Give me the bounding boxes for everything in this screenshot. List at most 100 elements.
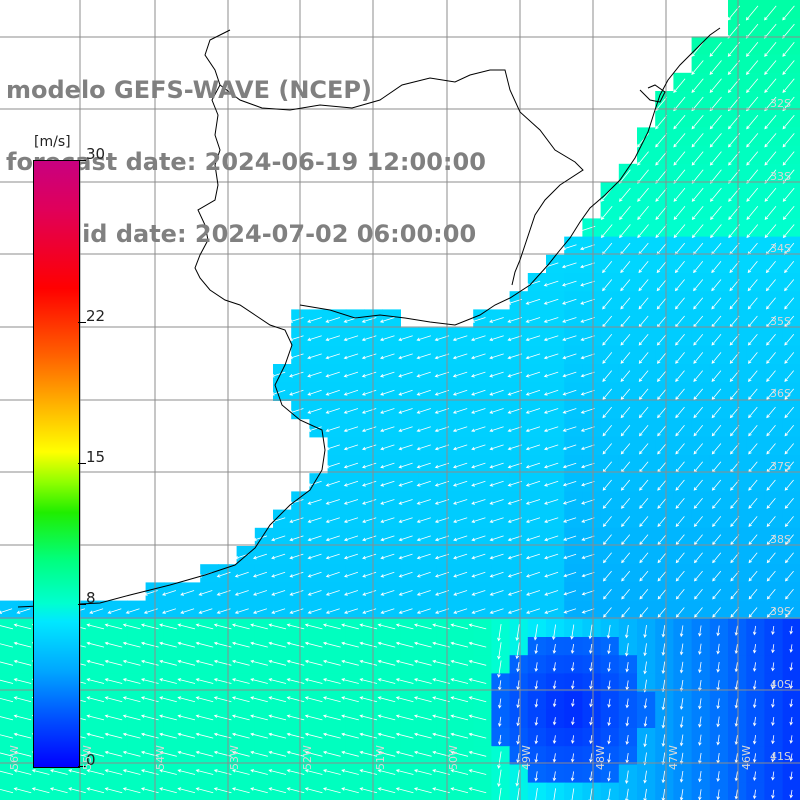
- wind-arrow: [304, 769, 323, 775]
- wind-arrow: [470, 317, 486, 323]
- latitude-label: 38S: [770, 532, 791, 546]
- wind-arrow: [764, 42, 777, 57]
- wind-arrow: [213, 769, 232, 775]
- wind-cell: [709, 127, 729, 147]
- wind-arrow: [589, 735, 593, 745]
- wind-arrow: [286, 787, 305, 794]
- wind-arrow: [637, 187, 649, 202]
- wind-arrow: [361, 353, 377, 360]
- wind-arrow: [638, 297, 649, 310]
- wind-arrow: [619, 224, 631, 239]
- wind-arrow: [289, 389, 304, 396]
- wind-arrow: [413, 714, 432, 721]
- wind-arrow: [516, 680, 520, 691]
- wind-arrow: [771, 644, 775, 654]
- wind-arrow: [620, 425, 631, 437]
- wind-arrow: [31, 769, 50, 775]
- wind-arrow: [122, 714, 141, 721]
- wind-arrow: [625, 716, 630, 727]
- wind-arrow: [746, 206, 759, 221]
- wind-cell: [691, 273, 711, 292]
- colorbar-tick-label: 22: [86, 306, 106, 325]
- wind-arrow: [602, 279, 613, 292]
- wind-arrow: [639, 479, 649, 491]
- wind-arrow: [104, 623, 123, 630]
- wind-arrow: [552, 735, 557, 745]
- wind-arrow: [516, 716, 520, 727]
- wind-arrow: [602, 261, 613, 274]
- wind-cell: [782, 782, 800, 800]
- wind-arrow: [489, 535, 504, 542]
- wind-arrow: [544, 517, 559, 523]
- wind-arrow: [268, 787, 287, 794]
- wind-arrow: [498, 716, 502, 727]
- wind-arrow: [607, 771, 611, 782]
- wind-arrow: [698, 643, 702, 655]
- wind-arrow: [589, 698, 593, 708]
- wind-arrow: [765, 279, 776, 292]
- coastline: [17, 29, 326, 608]
- wind-arrow: [140, 787, 159, 794]
- wind-arrow: [752, 753, 757, 763]
- wind-arrow: [734, 734, 739, 746]
- wind-arrow: [748, 516, 758, 528]
- wind-cell: [618, 163, 638, 183]
- wind-cell: [728, 254, 747, 274]
- wind-arrow: [398, 499, 413, 505]
- wind-arrow: [694, 607, 703, 618]
- wind-arrow: [104, 696, 123, 703]
- wind-arrow: [570, 624, 575, 640]
- wind-arrow: [195, 732, 214, 739]
- longitude-label: 55W: [81, 745, 95, 770]
- wind-arrow: [86, 787, 105, 794]
- wind-arrow: [322, 659, 341, 666]
- wind-arrow: [380, 571, 395, 578]
- wind-arrow: [362, 535, 377, 542]
- wind-arrow: [551, 624, 556, 641]
- wind-arrow: [525, 426, 541, 432]
- wind-arrow: [250, 678, 268, 684]
- wind-arrow: [581, 517, 595, 523]
- wind-arrow: [711, 406, 722, 419]
- wind-arrow: [325, 571, 340, 578]
- wind-arrow: [13, 732, 32, 739]
- wind-cell: [582, 600, 602, 620]
- wind-arrow: [307, 353, 322, 360]
- wind-cell: [709, 182, 729, 201]
- wind-arrow: [748, 406, 758, 419]
- wind-cell: [764, 36, 784, 56]
- wind-arrow: [782, 151, 795, 166]
- wind-arrow: [159, 714, 177, 721]
- wind-arrow: [325, 553, 340, 560]
- wind-arrow: [691, 114, 704, 130]
- wind-arrow: [143, 608, 158, 614]
- wind-arrow: [268, 641, 287, 648]
- wind-arrow: [489, 371, 504, 378]
- wind-arrow: [416, 590, 431, 596]
- wind-cell: [655, 273, 674, 292]
- wind-arrow: [489, 408, 504, 414]
- wind-arrow: [140, 714, 159, 721]
- wind-arrow: [270, 371, 286, 378]
- wind-arrow: [13, 623, 32, 630]
- wind-cell: [327, 782, 347, 800]
- wind-cell: [0, 782, 19, 800]
- wind-arrow: [268, 732, 287, 739]
- wind-arrow: [250, 623, 268, 630]
- wind-arrow: [639, 552, 649, 564]
- wind-arrow: [656, 297, 667, 310]
- wind-arrow: [395, 623, 414, 630]
- wind-arrow: [691, 224, 704, 239]
- wind-cell: [728, 91, 747, 110]
- wind-arrow: [784, 406, 795, 419]
- wind-arrow: [398, 517, 413, 523]
- wind-arrow: [691, 133, 704, 148]
- wind-arrow: [304, 714, 323, 721]
- wind-arrow: [471, 408, 486, 414]
- wind-arrow: [489, 553, 504, 560]
- wind-arrow: [789, 735, 793, 744]
- wind-arrow: [140, 623, 159, 630]
- wind-arrow: [534, 716, 539, 726]
- wind-arrow: [250, 696, 268, 703]
- wind-arrow: [716, 734, 720, 746]
